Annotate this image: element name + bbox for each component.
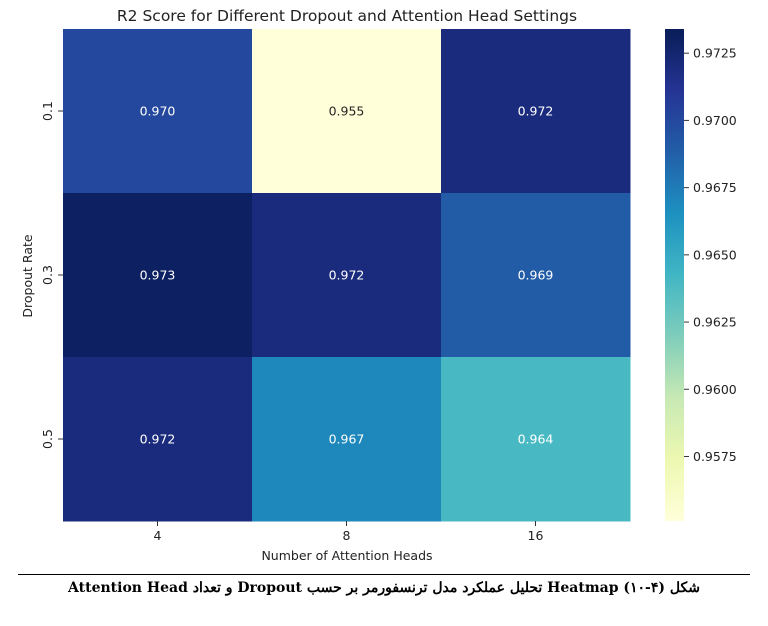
cell-value-label: 0.970 (140, 104, 176, 119)
cell-value-label: 0.973 (140, 268, 176, 283)
heatmap-cell (441, 193, 631, 358)
heatmap-chart: R2 Score for Different Dropout and Atten… (20, 7, 737, 563)
y-tick-label: 0.3 (40, 265, 55, 285)
cell-value-label: 0.972 (518, 104, 554, 119)
heatmap-cell (63, 357, 253, 522)
cell-value-label: 0.955 (329, 104, 365, 119)
x-axis-label: Number of Attention Heads (261, 548, 432, 563)
x-axis-ticks: 4 8 16 (154, 521, 544, 543)
colorbar-ticks: 0.9575 0.9600 0.9625 0.9650 0.9675 0.9700 0.97… (684, 46, 737, 464)
x-tick-label: 16 (528, 528, 544, 543)
heatmap-cell (441, 357, 631, 522)
heatmap-cell (252, 193, 442, 358)
colorbar-tick-label: 0.9625 (693, 315, 737, 330)
figure: R2 Score for Different Dropout and Atten… (18, 7, 750, 575)
colorbar-tick-label: 0.9725 (693, 46, 737, 61)
heatmap-cell (63, 29, 253, 194)
heatmap-cell (63, 193, 253, 358)
chart-title: R2 Score for Different Dropout and Atten… (117, 7, 577, 25)
cell-value-label: 0.972 (140, 432, 176, 447)
colorbar-tick-label: 0.9600 (693, 382, 737, 397)
y-tick-label: 0.1 (40, 101, 55, 121)
heatmap-cell-labels: 0.970 0.955 0.972 0.973 0.972 0.969 0.972 0.967… (140, 104, 554, 447)
x-tick-label: 8 (343, 528, 351, 543)
cell-value-label: 0.964 (518, 432, 554, 447)
colorbar-tick-label: 0.9700 (693, 113, 737, 128)
x-tick-label: 4 (154, 528, 162, 543)
cell-value-label: 0.969 (518, 268, 554, 283)
colorbar-tick-label: 0.9675 (693, 180, 737, 195)
y-axis-label: Dropout Rate (20, 234, 35, 317)
figure-caption: شکل (۴-۱۰) Heatmap تحلیل عملکرد مدل ترنس… (68, 580, 700, 596)
colorbar (665, 29, 684, 521)
y-axis-ticks: 0.1 0.3 0.5 (40, 101, 63, 449)
caption-separator (18, 574, 750, 575)
heatmap-cells (63, 29, 631, 522)
heatmap-cell (252, 29, 442, 194)
colorbar-tick-label: 0.9650 (693, 247, 737, 262)
heatmap-cell (441, 29, 631, 194)
heatmap-cell (252, 357, 442, 522)
cell-value-label: 0.967 (329, 432, 365, 447)
cell-value-label: 0.972 (329, 268, 365, 283)
colorbar-tick-label: 0.9575 (693, 449, 737, 464)
y-tick-label: 0.5 (40, 429, 55, 449)
